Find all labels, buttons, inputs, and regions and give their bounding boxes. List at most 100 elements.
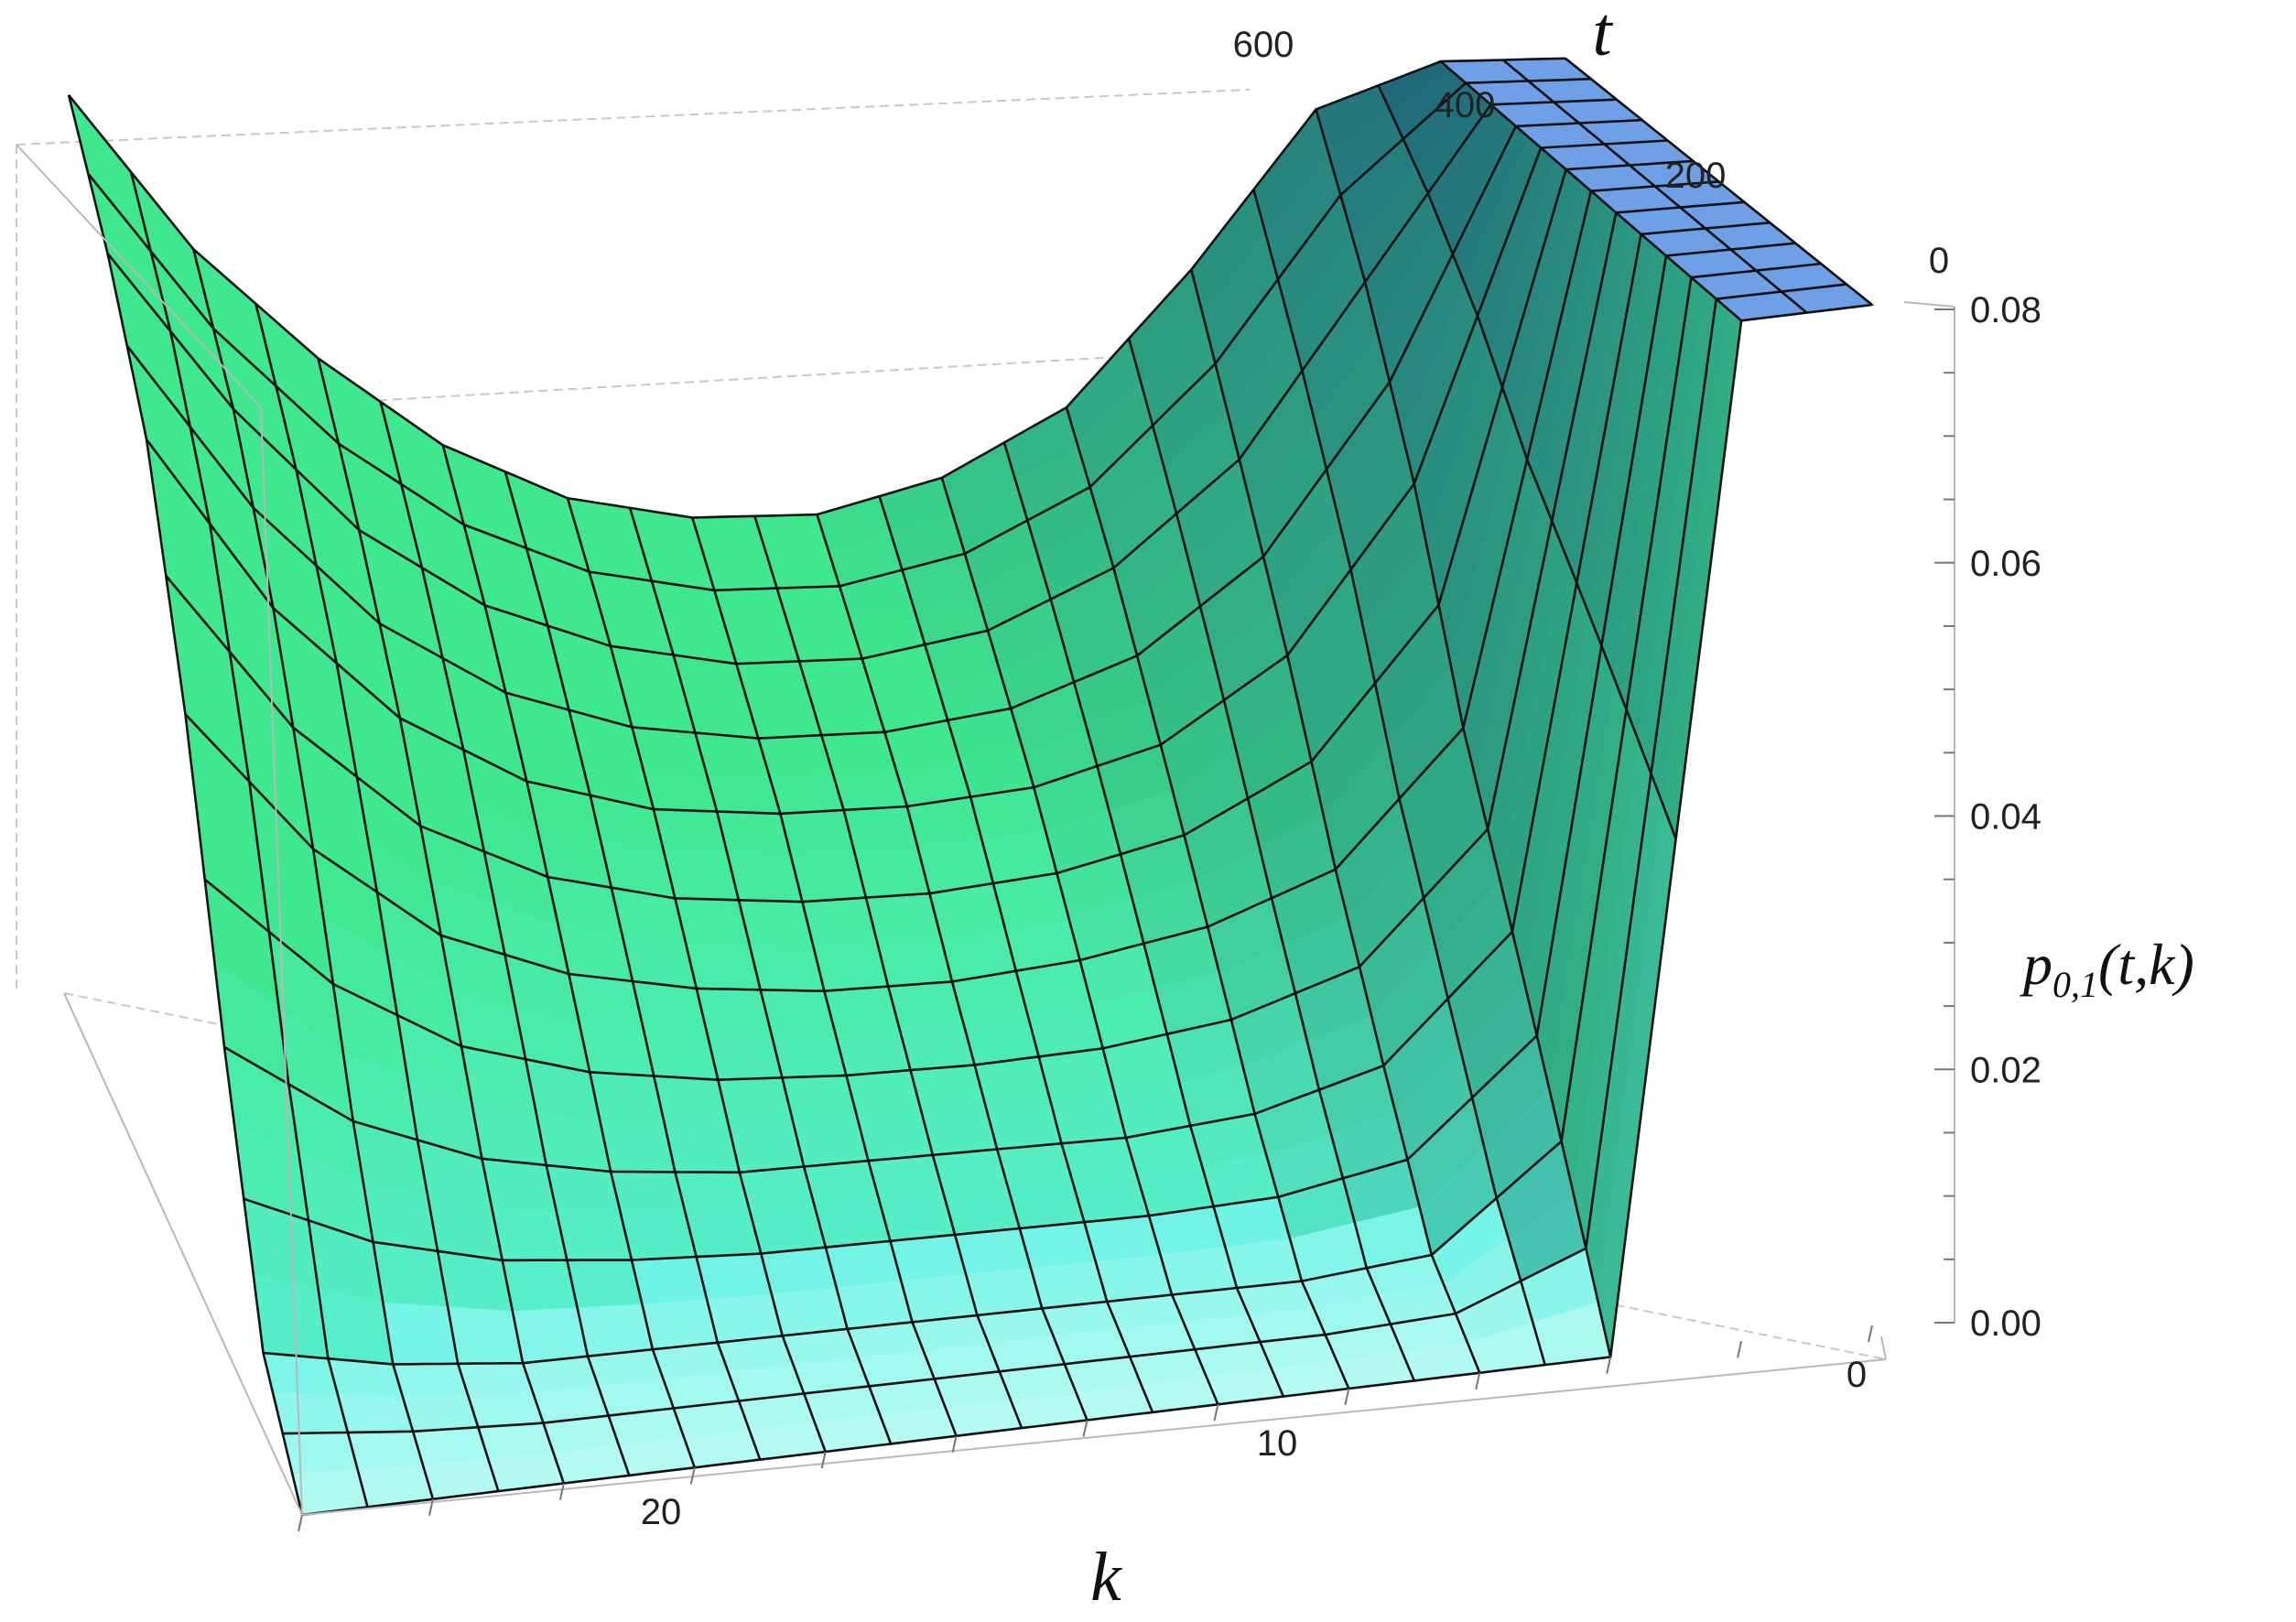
box-top-edge-right xyxy=(1903,301,1955,308)
z-tick-label: 0.08 xyxy=(1970,290,2041,330)
surface-patch xyxy=(691,515,767,555)
surface-patch xyxy=(842,806,919,855)
surface-patch xyxy=(653,1075,730,1127)
z-tick-label: 0.02 xyxy=(1970,1050,2041,1090)
surface-patch xyxy=(749,944,826,992)
x-tick-mark xyxy=(428,1498,434,1516)
surface-patch xyxy=(272,1392,349,1434)
surface-patch xyxy=(337,1394,414,1433)
mesh-line-t xyxy=(125,118,1642,740)
surface-patch xyxy=(801,896,878,947)
surface-patch xyxy=(402,1394,480,1433)
x-tick-mark xyxy=(689,1467,696,1485)
surface xyxy=(68,57,1875,1516)
surface-patch xyxy=(1007,1182,1086,1229)
surface-patch xyxy=(674,1171,752,1216)
surface-patch xyxy=(889,1234,968,1282)
surface-patch xyxy=(770,1033,848,1078)
surface-patch xyxy=(1072,1175,1150,1223)
surface-patch xyxy=(631,1256,708,1305)
surface-patch xyxy=(898,1022,976,1071)
surface-patch xyxy=(775,585,852,626)
x-tick-mark xyxy=(1082,1420,1088,1437)
y-tick-label: 0 xyxy=(1929,241,1949,281)
surface-patch xyxy=(735,660,811,702)
surface-mesh xyxy=(67,57,1873,1517)
x-tick-mark xyxy=(1737,1341,1743,1358)
mesh-line-t xyxy=(282,283,1847,1435)
surface-patch xyxy=(823,985,901,1034)
surface-patch xyxy=(589,1071,666,1125)
surface-patch xyxy=(856,1111,934,1162)
surface-patch xyxy=(685,942,762,990)
surface-patch xyxy=(1083,1215,1162,1263)
surface-patch xyxy=(556,1211,633,1261)
surface-patch xyxy=(900,1274,979,1324)
x-tick-mark xyxy=(1475,1372,1481,1390)
surface-patch xyxy=(887,980,965,1029)
surface-patch xyxy=(878,1194,956,1242)
surface-patch xyxy=(641,1299,719,1350)
x-tick-label: 0 xyxy=(1847,1355,1867,1395)
surface-patch xyxy=(716,810,793,859)
surface-patch xyxy=(576,1303,654,1357)
z-axis-title-args: (t,k) xyxy=(2098,932,2194,997)
surface-patch xyxy=(759,989,837,1034)
surface-patch xyxy=(749,1206,827,1255)
surface-patch xyxy=(392,1363,470,1399)
surface-patch xyxy=(695,1252,773,1301)
surface-patch xyxy=(664,1123,741,1173)
surface-patch xyxy=(512,1307,589,1364)
surface-patch xyxy=(867,1154,945,1202)
x-axis-title: k xyxy=(1090,1539,1122,1616)
surface-patch xyxy=(820,731,897,773)
surface-patch xyxy=(696,988,773,1035)
surface-patch xyxy=(706,1033,784,1081)
y-tick-label: 400 xyxy=(1435,85,1496,125)
x-tick-mark xyxy=(820,1451,827,1469)
surface-patch xyxy=(728,1121,805,1173)
surface-patch xyxy=(566,1259,644,1309)
y-tick-label: 200 xyxy=(1665,156,1727,196)
surface-patch xyxy=(781,1075,859,1123)
x-tick-mark xyxy=(951,1435,958,1453)
surface-patch xyxy=(865,892,942,943)
surface-patch xyxy=(932,1148,1010,1195)
surface-patch xyxy=(724,623,800,665)
surface-patch xyxy=(717,1076,795,1127)
bounding-box-front xyxy=(16,144,1955,1516)
surface-patch xyxy=(663,852,740,901)
surface-patch xyxy=(610,1171,687,1216)
surface-patch xyxy=(653,808,729,857)
surface-patch xyxy=(757,734,834,777)
surface-patch xyxy=(347,1431,424,1471)
surface-patch xyxy=(803,1160,881,1208)
surface-patch xyxy=(746,697,823,740)
surface-patch xyxy=(1224,1238,1303,1289)
surface-patch xyxy=(447,1306,524,1365)
surface-patch xyxy=(713,587,789,628)
x-tick-label: 20 xyxy=(641,1492,682,1532)
mesh-line-t xyxy=(106,98,1617,665)
surface-patch xyxy=(845,1069,923,1119)
surface-patch xyxy=(764,549,840,589)
surface-patch xyxy=(1049,1092,1127,1144)
surface-patch xyxy=(501,1260,579,1313)
surface-patch xyxy=(457,1362,535,1397)
surface-patch xyxy=(836,1281,914,1330)
box-bottom-front xyxy=(301,1358,1887,1516)
mesh-line-t xyxy=(263,262,1822,1366)
z-axis-title: p0,1(t,k) xyxy=(2020,932,2194,1005)
surface-patch xyxy=(920,1106,998,1156)
surface-patch xyxy=(954,1227,1032,1276)
surface-patch xyxy=(674,897,751,946)
surface-patch xyxy=(792,1117,870,1168)
surface-patch xyxy=(943,1187,1021,1236)
surface-patch xyxy=(854,849,931,899)
surface-patch xyxy=(790,852,867,903)
x-tick-mark xyxy=(298,1514,303,1532)
mesh-line-t xyxy=(203,200,1745,1082)
